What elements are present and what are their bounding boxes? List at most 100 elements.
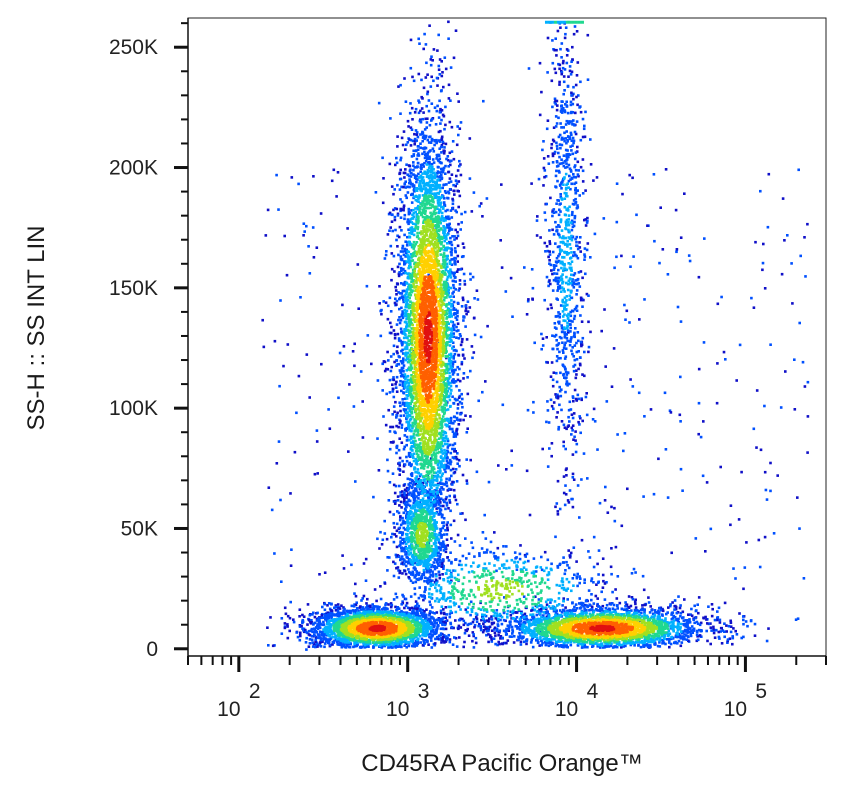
data-point bbox=[600, 329, 603, 333]
data-point bbox=[401, 250, 405, 253]
data-point bbox=[419, 133, 422, 136]
data-point bbox=[412, 161, 415, 164]
data-point bbox=[583, 247, 587, 250]
data-point bbox=[309, 622, 313, 625]
data-point bbox=[530, 182, 533, 185]
data-point bbox=[424, 146, 428, 150]
data-point bbox=[544, 611, 548, 615]
data-point bbox=[457, 289, 461, 292]
data-point bbox=[399, 414, 403, 418]
data-point bbox=[683, 192, 686, 195]
data-point bbox=[696, 622, 700, 625]
data-point bbox=[407, 515, 410, 518]
data-point bbox=[546, 71, 549, 74]
data-point bbox=[404, 194, 408, 197]
data-point bbox=[556, 510, 560, 513]
data-point bbox=[511, 616, 515, 620]
data-point bbox=[574, 603, 578, 606]
data-point bbox=[571, 144, 574, 147]
data-point bbox=[304, 641, 308, 644]
data-point bbox=[583, 135, 587, 139]
data-point bbox=[406, 414, 409, 418]
data-point bbox=[460, 305, 464, 308]
data-point bbox=[490, 615, 493, 618]
data-point bbox=[580, 344, 583, 348]
data-point bbox=[546, 558, 550, 562]
data-point bbox=[460, 212, 463, 216]
data-point bbox=[454, 636, 458, 640]
data-point bbox=[578, 415, 581, 418]
data-point bbox=[399, 419, 402, 423]
data-point bbox=[571, 58, 574, 62]
data-point bbox=[460, 255, 464, 259]
data-point bbox=[573, 282, 577, 286]
data-point bbox=[401, 398, 404, 401]
data-point bbox=[575, 95, 578, 99]
data-point bbox=[424, 152, 428, 156]
data-point bbox=[471, 546, 475, 550]
data-point bbox=[417, 637, 420, 641]
data-point bbox=[438, 532, 442, 535]
data-point bbox=[549, 303, 553, 306]
data-point bbox=[439, 145, 443, 149]
data-point bbox=[501, 636, 504, 640]
data-point bbox=[740, 636, 743, 640]
data-point bbox=[352, 645, 355, 649]
data-point bbox=[402, 130, 406, 133]
data-point bbox=[466, 627, 469, 631]
data-point bbox=[596, 581, 600, 585]
data-point bbox=[441, 186, 444, 190]
data-point bbox=[383, 257, 387, 260]
data-point bbox=[400, 490, 404, 493]
data-point bbox=[570, 433, 573, 436]
data-point bbox=[566, 327, 569, 330]
data-point bbox=[552, 233, 556, 236]
data-point bbox=[646, 224, 649, 227]
data-point bbox=[547, 162, 551, 165]
data-point bbox=[498, 630, 501, 634]
data-point bbox=[510, 558, 514, 562]
data-point bbox=[543, 175, 546, 179]
data-point bbox=[550, 607, 553, 610]
data-point bbox=[583, 645, 587, 649]
data-point bbox=[403, 294, 407, 297]
data-point bbox=[401, 403, 405, 406]
data-point bbox=[401, 289, 405, 293]
data-point bbox=[562, 440, 565, 444]
data-point bbox=[557, 62, 560, 66]
data-point bbox=[476, 298, 480, 301]
data-point bbox=[422, 639, 425, 642]
data-point bbox=[422, 612, 426, 615]
data-point bbox=[398, 645, 402, 648]
data-point bbox=[455, 210, 458, 214]
data-point bbox=[492, 551, 496, 555]
data-point bbox=[401, 143, 405, 147]
data-point bbox=[729, 504, 733, 507]
data-point bbox=[558, 389, 562, 393]
data-point bbox=[401, 401, 405, 404]
data-point bbox=[498, 642, 501, 646]
data-point bbox=[411, 644, 415, 648]
data-point bbox=[427, 141, 431, 144]
data-point bbox=[441, 541, 445, 545]
data-point bbox=[566, 85, 570, 88]
data-point bbox=[454, 610, 458, 614]
data-point bbox=[408, 138, 411, 141]
data-point bbox=[589, 256, 592, 259]
data-point bbox=[410, 221, 413, 224]
data-point bbox=[456, 301, 460, 305]
data-point bbox=[574, 253, 577, 257]
data-point bbox=[405, 553, 408, 556]
data-point bbox=[321, 605, 324, 609]
data-point bbox=[563, 139, 566, 143]
data-point bbox=[442, 85, 445, 89]
data-point bbox=[442, 464, 446, 467]
data-point bbox=[450, 355, 453, 359]
data-point bbox=[563, 68, 567, 71]
data-point bbox=[305, 353, 309, 356]
data-point bbox=[577, 174, 580, 178]
data-point bbox=[442, 504, 445, 508]
data-point bbox=[443, 203, 446, 206]
data-point bbox=[581, 192, 585, 195]
data-point bbox=[390, 325, 393, 329]
